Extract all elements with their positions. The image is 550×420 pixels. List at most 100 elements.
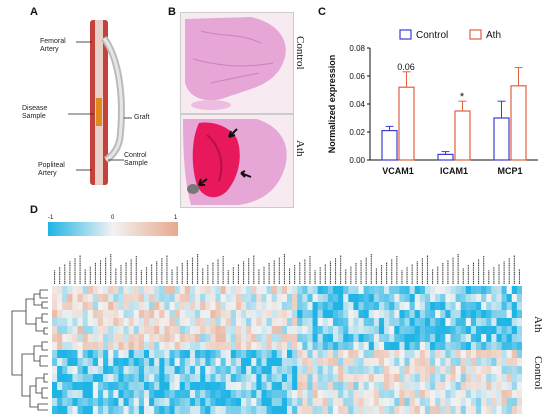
heatmap-cell (164, 350, 170, 359)
heatmap-cell (271, 350, 278, 359)
heatmap-cell (440, 342, 446, 351)
heatmap-cell (230, 326, 237, 335)
heatmap-cell (476, 286, 482, 295)
heatmap-cell (67, 302, 73, 311)
heatmap-cell (358, 318, 364, 327)
heatmap-cell (312, 318, 318, 327)
heatmap-cell (327, 398, 334, 407)
heatmap-cell (287, 374, 293, 383)
heatmap-cell (430, 326, 436, 335)
heatmap-cell (87, 398, 94, 407)
y-tick-label: 0.02 (349, 128, 365, 137)
heatmap-cell (322, 302, 329, 311)
heatmap-cell (419, 286, 426, 295)
heatmap-cell (241, 294, 247, 303)
heatmap-cell (97, 398, 104, 407)
heatmap-cell (87, 374, 94, 383)
heatmap-cell (113, 318, 119, 327)
heatmap-cell (307, 398, 313, 407)
heatmap-cell (205, 326, 211, 335)
heatmap-cell (384, 342, 390, 351)
heatmap-cell (312, 342, 318, 351)
heatmap-cell (149, 366, 155, 375)
heatmap-cell (164, 374, 170, 383)
heatmap-cell (143, 326, 150, 335)
heatmap-cell (195, 406, 201, 414)
heatmap-cell (491, 406, 497, 414)
heatmap-cell (465, 358, 472, 367)
heatmap-cell (195, 334, 201, 343)
heatmap-cell (92, 342, 99, 351)
heatmap-cell (215, 334, 221, 343)
heatmap-cell (322, 294, 329, 303)
heatmap-cell (368, 342, 375, 351)
heatmap-cell (195, 302, 201, 311)
heatmap-cell (159, 382, 165, 391)
heatmap-cell (353, 390, 359, 399)
heatmap-cell (266, 350, 272, 359)
heatmap-cell (445, 398, 451, 407)
heatmap-cell (179, 302, 186, 311)
heatmap-cell (481, 294, 487, 303)
heatmap-cell (435, 294, 441, 303)
heatmap-cell (440, 294, 446, 303)
heatmap-cell (496, 334, 502, 343)
heatmap-cell (322, 406, 329, 414)
heatmap-cell (470, 310, 477, 319)
disease-sample-label: Disease Sample (22, 105, 48, 120)
heatmap-cell (424, 366, 431, 375)
heatmap-cell (123, 334, 129, 343)
heatmap-cell (174, 398, 181, 407)
heatmap-cell (220, 318, 226, 327)
heatmap-cell (220, 302, 226, 311)
heatmap-cell (266, 318, 272, 327)
heatmap-cell (317, 350, 324, 359)
heatmap-cell (195, 350, 201, 359)
heatmap-cell (317, 358, 324, 367)
heatmap-cell (358, 302, 364, 311)
heatmap-cell (62, 326, 68, 335)
heatmap-cell (128, 302, 135, 311)
heatmap-cell (154, 390, 160, 399)
heatmap-cell (52, 310, 58, 319)
heatmap-cell (246, 358, 252, 367)
heatmap-cell (312, 406, 318, 414)
heatmap-cell (394, 294, 400, 303)
heatmap-cell (281, 326, 288, 335)
heatmap-cell (164, 318, 170, 327)
heatmap-cell (440, 358, 446, 367)
heatmap-cell (292, 398, 298, 407)
heatmap-cell (322, 350, 329, 359)
heatmap-cell (414, 294, 421, 303)
heatmap-cell (251, 350, 257, 359)
heatmap-cell (138, 390, 145, 399)
heatmap-cell (97, 406, 104, 414)
heatmap-cell (230, 374, 237, 383)
heatmap-cell (52, 350, 58, 359)
heatmap-cell (419, 302, 426, 311)
heatmap-cell (481, 302, 487, 311)
heatmap-cell (276, 406, 283, 414)
heatmap-cell (123, 398, 129, 407)
heatmap-cell (511, 366, 518, 375)
heatmap-cell (481, 318, 487, 327)
heatmap-cell (133, 350, 140, 359)
heatmap-cell (241, 406, 247, 414)
heatmap-cell (271, 318, 278, 327)
heatmap-cell (460, 342, 467, 351)
heatmap-cell (118, 294, 124, 303)
heatmap-cell (169, 334, 175, 343)
heatmap-cell (419, 406, 426, 414)
heatmap-cell (215, 406, 221, 414)
heatmap-cell (235, 326, 242, 335)
heatmap-cell (368, 326, 375, 335)
heatmap-cell (169, 358, 175, 367)
heatmap-cell (389, 326, 395, 335)
heatmap-cell (251, 318, 257, 327)
heatmap-cell (62, 374, 68, 383)
heatmap-cell (189, 302, 196, 311)
heatmap-cell (445, 342, 451, 351)
heatmap-cell (52, 358, 58, 367)
heatmap-cell (338, 382, 344, 391)
